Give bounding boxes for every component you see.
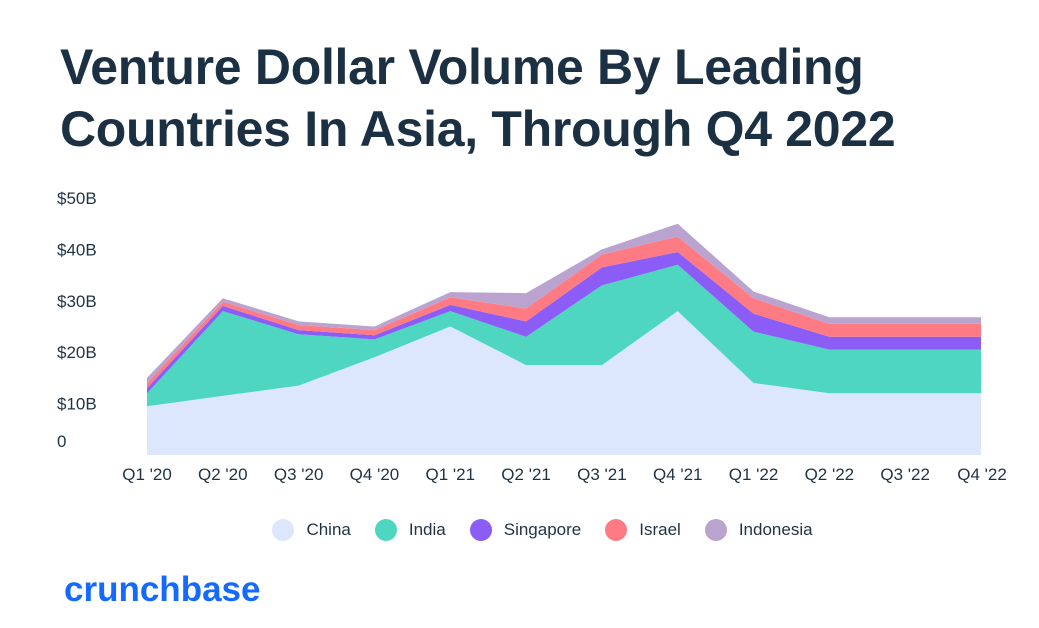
crunchbase-logo: crunchbase [64, 570, 261, 609]
x-tick-label: Q4 '22 [957, 465, 1007, 484]
y-axis-ticks: 0 $10B $20B $30B $40B $50B [57, 189, 97, 451]
legend-label: India [408, 520, 446, 539]
x-tick-label: Q4 '20 [350, 465, 400, 484]
legend-swatch [605, 519, 628, 541]
legend-item-indonesia: Indonesia [704, 519, 813, 541]
legend-swatch [272, 519, 295, 541]
area-layers [147, 223, 981, 455]
legend-label: Indonesia [738, 520, 813, 539]
x-tick-label: Q2 '21 [501, 465, 551, 484]
legend-item-india: India [374, 519, 446, 541]
y-tick-label: $30B [57, 292, 97, 311]
area-india [147, 264, 981, 407]
y-tick-label: $40B [57, 240, 97, 259]
legend-item-singapore: Singapore [469, 519, 582, 541]
y-tick-label: $50B [57, 189, 97, 208]
legend-swatch [704, 519, 727, 541]
legend-swatch [469, 519, 492, 541]
legend-swatch [374, 519, 397, 541]
x-tick-label: Q3 '20 [274, 465, 324, 484]
legend-item-china: China [272, 519, 351, 541]
legend-label: Singapore [503, 520, 582, 539]
x-tick-label: Q3 '22 [880, 465, 930, 484]
y-tick-label: 0 [57, 432, 66, 451]
chart-title: Venture Dollar Volume By Leading Countri… [60, 39, 896, 157]
x-axis-ticks: Q1 '20 Q2 '20 Q3 '20 Q4 '20 Q1 '21 Q2 '21 Q3 '… [122, 465, 1007, 484]
y-tick-label: $20B [57, 343, 97, 362]
x-tick-label: Q2 '22 [805, 465, 855, 484]
x-tick-label: Q4 '21 [653, 465, 703, 484]
x-tick-label: Q1 '20 [122, 465, 172, 484]
x-tick-label: Q1 '21 [425, 465, 475, 484]
area-china [147, 311, 981, 455]
y-tick-label: $10B [57, 395, 97, 414]
chart-legend: China India Singapore Israel Indonesia [0, 519, 1039, 541]
legend-label: Israel [639, 520, 681, 539]
x-tick-label: Q3 '21 [577, 465, 627, 484]
legend-item-israel: Israel [605, 519, 681, 541]
legend-label: China [306, 520, 351, 539]
x-tick-label: Q2 '20 [198, 465, 248, 484]
x-tick-label: Q1 '22 [729, 465, 779, 484]
